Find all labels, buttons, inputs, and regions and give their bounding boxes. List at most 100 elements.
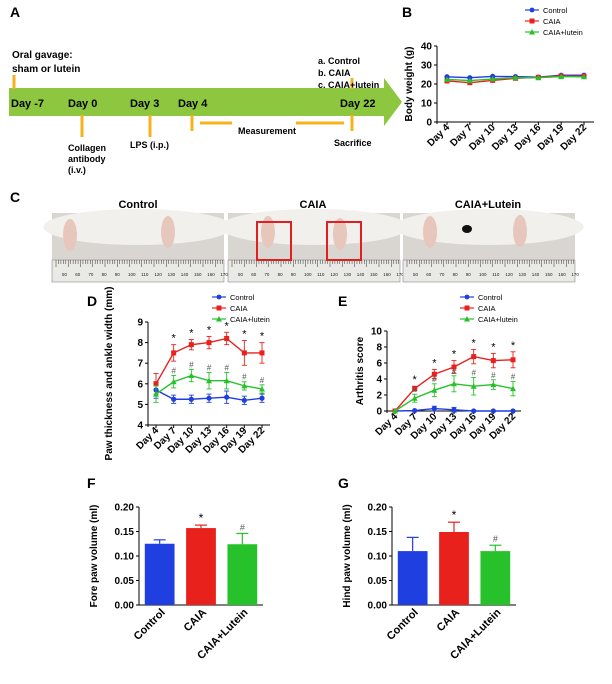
timeline-arrow [9,78,402,126]
legend-marker [529,29,535,35]
data-point [153,391,159,397]
ruler-number: 100 [304,272,312,277]
ruler-number: 160 [207,272,215,277]
paw [333,218,347,250]
legend-marker [464,316,470,322]
day-label: Day 0 [68,98,97,110]
data-point [170,378,177,385]
legend-marker [529,7,535,13]
data-point [470,383,477,389]
y-tick-label: 0.05 [115,576,135,587]
y-tick-label: 0.00 [115,601,135,612]
ruler-number: 140 [181,272,189,277]
highlight-box [256,221,292,261]
y-tick-label: 0.10 [368,552,388,563]
data-point [259,395,265,401]
ruler-number: 140 [357,272,365,277]
y-tick-label: 4 [376,375,382,386]
group-label: c. CAIA+lutein [318,80,379,90]
ruler-number: 110 [492,272,500,277]
ruler-number: 170 [396,272,404,277]
y-tick-label: 0.00 [368,601,388,612]
y-axis-title: Body weight (g) [404,47,415,122]
fore-paw-volume-chart: 0.00 0.05 0.10 0.15 0.20 Fore paw volume (ml)… [89,503,263,662]
significance-hash: # [224,363,229,372]
data-point [241,382,248,389]
y-tick-label: 0 [426,118,432,129]
ruler-number: 120 [505,272,513,277]
data-point [392,408,398,414]
data-point [535,74,542,81]
y-tick-label: 8 [137,338,143,349]
significance-star: * [413,374,418,386]
y-tick-label: 10 [421,99,433,110]
data-point [411,395,418,401]
day-label: Day 4 [178,98,208,110]
collagen-label: Collagen [68,143,106,153]
panel-letter-d: D [87,293,97,309]
legend-label: Control [478,293,503,302]
y-tick-label: 30 [421,61,433,72]
ruler-number: 70 [264,272,270,277]
ruler-number: 70 [439,272,445,277]
data-point [431,371,437,377]
data-point [510,408,516,414]
data-point [241,350,247,356]
ruler-number: 60 [75,272,81,277]
day-label: Day 22 [340,98,375,110]
day-label: Day 3 [130,98,159,110]
legend-marker [464,305,470,311]
y-tick-label: 20 [421,80,433,91]
legend-label: Control [543,6,568,15]
significance-star: * [472,337,477,349]
ruler-number: 90 [115,272,121,277]
significance-mark: * [199,511,204,525]
data-point [171,396,177,402]
significance-star: * [511,340,516,352]
sacrifice-label: Sacrifice [334,138,372,148]
lps-label: LPS (i.p.) [130,140,169,150]
paw [63,219,77,251]
data-point [171,350,177,356]
ruler-number: 150 [194,272,202,277]
photo-label-caia: CAIA [300,199,327,211]
data-point [510,357,516,363]
y-tick-label: 0.05 [368,576,388,587]
significance-hash: # [260,376,265,385]
photo-panel: Control CAIA CAIA+Lutein [118,199,521,211]
ruler-number: 170 [220,272,228,277]
data-point [153,381,159,387]
data-point [451,364,457,370]
ruler-number: 110 [141,272,149,277]
photo-label-lutein: CAIA+Lutein [455,199,522,211]
legend-marker [464,294,470,300]
y-tick-label: 2 [376,391,382,402]
data-point [490,358,496,364]
data-point [259,385,265,392]
mouse-body [394,209,584,245]
y-tick-label: 9 [137,318,143,329]
y-tick-label: 5 [137,400,143,411]
data-point [471,408,477,414]
y-tick-label: 0.15 [368,527,388,538]
paw [423,216,437,248]
ruler-number: 130 [519,272,527,277]
bar [186,528,216,605]
ruler-number: 60 [426,272,432,277]
data-point [451,407,457,413]
y-tick-label: 4 [137,421,143,432]
ruler-number: 80 [278,272,284,277]
ruler [51,259,225,283]
y-tick-label: 6 [137,379,143,390]
data-point [489,76,496,82]
ruler-number: 110 [317,272,325,277]
significance-hash: # [242,373,247,382]
panel-letter-b: B [402,4,412,20]
data-point [471,354,477,360]
y-axis-title: Arthritis score [355,336,366,405]
measurement-label: Measurement [238,126,296,136]
ruler-number: 70 [88,272,94,277]
significance-hash: # [207,363,212,372]
